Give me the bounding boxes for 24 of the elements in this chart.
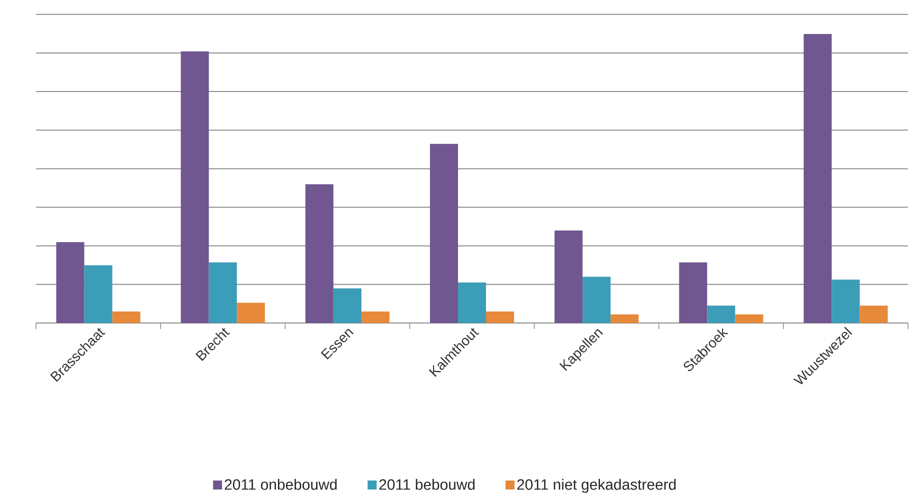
bar: [582, 276, 611, 323]
bar: [112, 311, 140, 323]
bar: [860, 306, 888, 323]
legend-label: 2011 bebouwd: [379, 478, 475, 490]
bar: [610, 314, 639, 323]
bar: [679, 262, 708, 323]
bar: [458, 282, 486, 323]
bar: [305, 184, 334, 323]
bar: [333, 288, 362, 323]
bar: [486, 311, 514, 323]
bar: [236, 302, 265, 323]
bar: [832, 280, 860, 323]
legend-label: 2011 niet gekadastreerd: [517, 478, 676, 493]
bar: [804, 34, 832, 323]
bar: [180, 51, 209, 323]
bar: [554, 230, 583, 323]
bar: [56, 242, 84, 323]
bar: [361, 311, 390, 323]
bar: [208, 262, 237, 323]
legend-label: 2011 onbebouwd: [224, 478, 337, 490]
bar: [430, 144, 458, 323]
bar: [84, 265, 112, 323]
bar: [735, 314, 764, 323]
bar: [707, 306, 736, 323]
